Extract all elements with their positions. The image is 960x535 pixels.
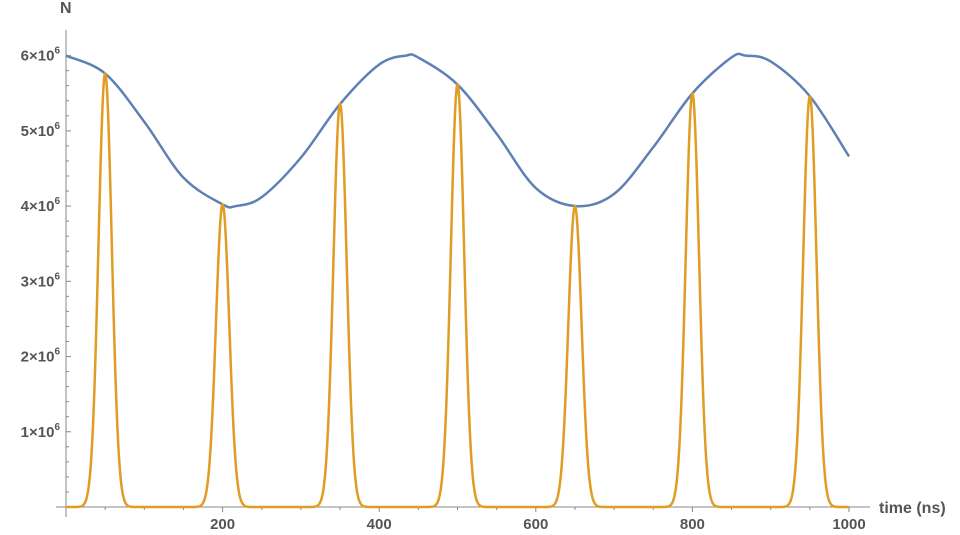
y-tick-exponent: 6: [54, 271, 60, 282]
y-tick-exponent: 6: [54, 121, 60, 132]
x-tick-label: 1000: [832, 516, 865, 533]
y-tick-times: ×10: [29, 123, 54, 140]
series-2-peak-7: [808, 95, 812, 98]
axes: 200 400 600 800 1000 1×1062×1063×1064×1065×1…: [21, 30, 870, 533]
x-tick-label: 600: [523, 516, 548, 533]
y-tick-mantissa: 5: [21, 123, 29, 140]
y-tick-times: ×10: [29, 424, 54, 441]
series-1-line: [65, 52, 851, 209]
series-2-line: [65, 72, 850, 509]
series-2-peak-4: [456, 83, 459, 86]
y-tick-exponent: 6: [54, 46, 60, 57]
series-2-peak-5: [573, 204, 577, 208]
y-tick-label: 3×106: [21, 271, 61, 290]
series-2-peak-2: [221, 203, 224, 206]
y-tick-times: ×10: [29, 349, 54, 366]
y-axis-label: N: [60, 0, 72, 17]
series-2-peak-3: [338, 102, 342, 106]
x-axis-label: time (ns): [879, 500, 946, 517]
y-tick-times: ×10: [29, 198, 54, 215]
series-layer: [65, 52, 851, 509]
y-tick-mantissa: 2: [21, 349, 29, 366]
y-tick-exponent: 6: [54, 196, 60, 207]
y-tick-label: 1×106: [21, 422, 61, 441]
x-tick-label: 800: [680, 516, 705, 533]
x-tick-label: 200: [210, 516, 235, 533]
y-tick-exponent: 6: [54, 347, 60, 358]
series-2-peak-6: [691, 92, 694, 95]
y-tick-mantissa: 3: [21, 273, 29, 290]
y-tick-label: 6×106: [21, 46, 61, 65]
y-tick-mantissa: 6: [21, 48, 29, 65]
series-2-peak-1: [103, 72, 107, 75]
y-tick-mantissa: 1: [21, 424, 29, 441]
y-tick-label: 4×106: [21, 196, 61, 215]
y-tick-label: 2×106: [21, 347, 61, 366]
x-tick-label: 400: [367, 516, 392, 533]
y-tick-exponent: 6: [54, 422, 60, 433]
y-tick-label: 5×106: [21, 121, 61, 140]
y-tick-mantissa: 4: [21, 198, 30, 215]
y-tick-times: ×10: [29, 48, 54, 65]
y-tick-times: ×10: [29, 273, 54, 290]
x-ticks: 200 400 600 800 1000: [104, 507, 866, 533]
